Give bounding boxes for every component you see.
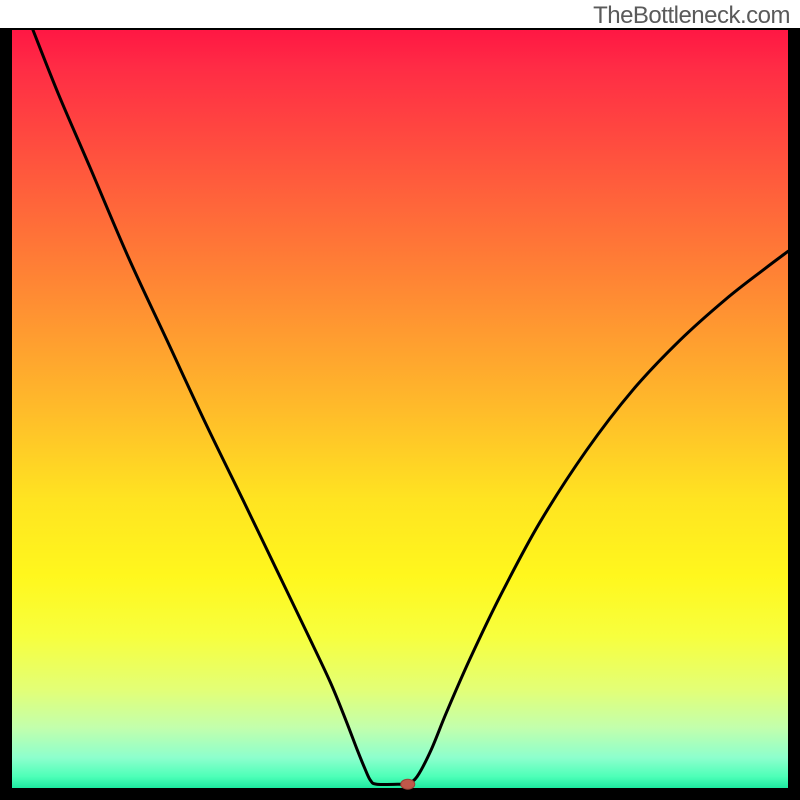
- optimum-marker: [401, 779, 415, 789]
- plot-background: [12, 30, 788, 788]
- bottleneck-chart: [0, 0, 800, 800]
- watermark-text: TheBottleneck.com: [593, 2, 790, 30]
- chart-container: TheBottleneck.com: [0, 0, 800, 800]
